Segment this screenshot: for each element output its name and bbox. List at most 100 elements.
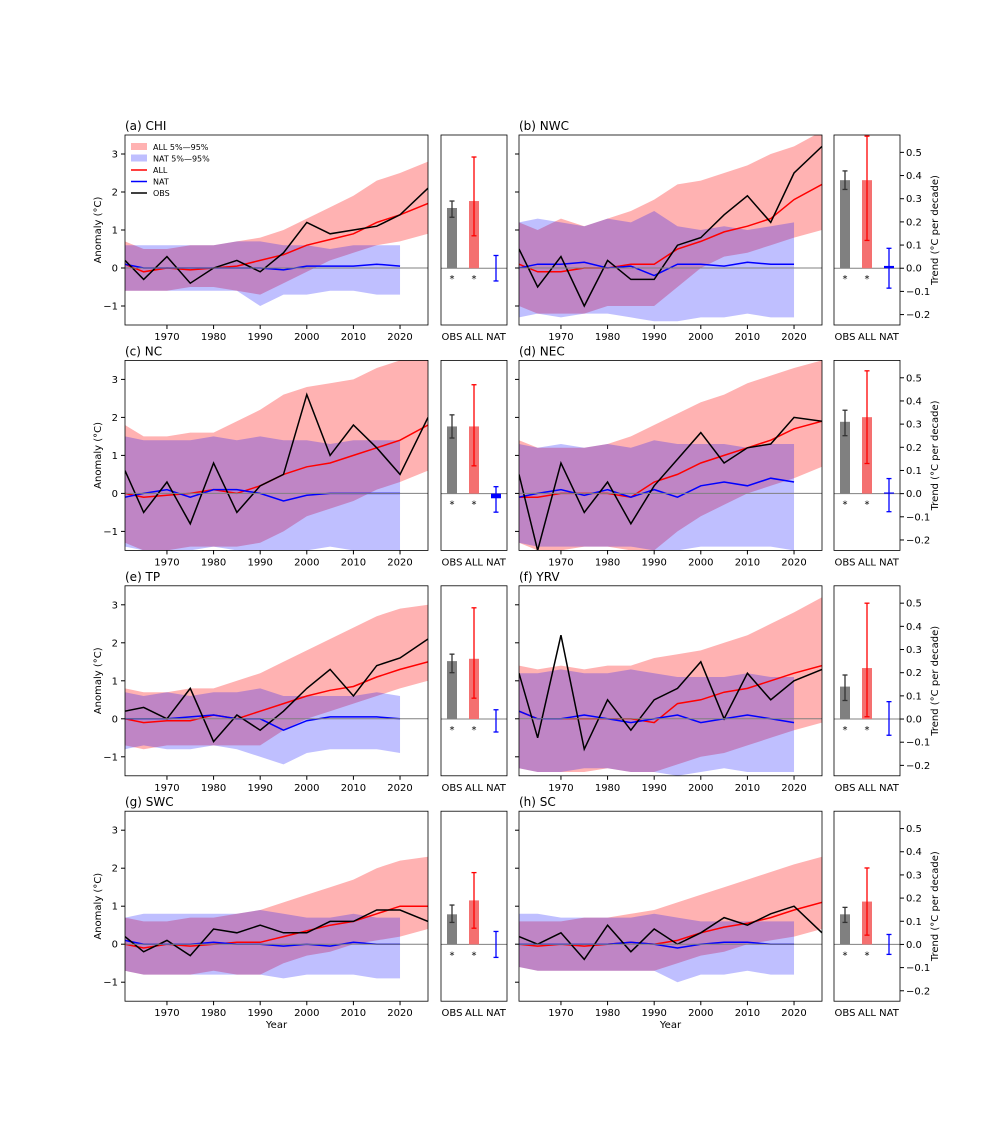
x-tick-label: 2020 (387, 332, 412, 343)
band (519, 669, 795, 776)
error-bar (842, 674, 848, 702)
y-tick-label: −0.1 (906, 512, 930, 523)
y-tick-label: −0.1 (906, 738, 930, 749)
x-tick-label: ALL (465, 1008, 483, 1019)
error-bar (493, 930, 499, 959)
plot-area (125, 604, 428, 765)
panel-title: (h) SC (519, 795, 556, 809)
x-tick-label: 1990 (247, 332, 272, 343)
bar (840, 421, 850, 494)
y-tick-label: 0.1 (906, 241, 922, 252)
series-line (519, 183, 822, 273)
series-line (125, 661, 428, 724)
error-bar (842, 906, 848, 924)
y-axis-label: Anomaly (°C) (93, 647, 104, 714)
panel-title: (g) SWC (125, 795, 174, 809)
error-bar (886, 933, 892, 956)
panel-title: (f) YRV (519, 570, 560, 584)
y-tick-label: 3 (112, 150, 118, 161)
y-tick-label: 0.1 (906, 691, 922, 702)
x-tick-label: 2000 (688, 332, 713, 343)
y-tick-label: 1 (112, 451, 118, 462)
significance-marker: * (450, 500, 455, 511)
x-tick-label: OBS (835, 557, 856, 568)
y-tick-label: −1 (103, 978, 118, 989)
x-tick-label: 1980 (201, 557, 226, 568)
y-tick-label: 3 (112, 826, 118, 837)
error-bar (493, 254, 499, 282)
significance-marker: * (450, 725, 455, 736)
plot-area (519, 135, 822, 322)
x-tick-label: 1980 (595, 332, 620, 343)
x-tick-label: 1970 (154, 1008, 179, 1019)
y-tick-label: 0.2 (906, 443, 922, 454)
x-tick-label: NAT (486, 332, 507, 343)
x-tick-label: 1970 (154, 783, 179, 794)
y-axis-label: Trend (°C per decade) (930, 400, 941, 511)
error-bar (471, 607, 477, 699)
band (125, 241, 401, 306)
axes-frame (833, 359, 901, 551)
axes-frame (440, 585, 508, 777)
x-tick-label: ALL (858, 1008, 876, 1019)
error-bar (886, 701, 892, 736)
x-tick-label: 2020 (387, 557, 412, 568)
y-tick-label: −0.2 (906, 761, 930, 772)
error-bar (886, 477, 892, 513)
x-tick-label: 2010 (735, 1008, 760, 1019)
y-axis-label: Anomaly (°C) (93, 873, 104, 940)
series-line (519, 145, 822, 308)
significance-marker: * (450, 950, 455, 961)
x-tick-label: 1990 (641, 1008, 666, 1019)
x-tick-label: NAT (879, 783, 900, 794)
error-bar (471, 156, 477, 237)
y-tick-label: 2 (112, 638, 118, 649)
y-axis-label: Trend (°C per decade) (930, 175, 941, 286)
y-tick-label: 0.0 (906, 940, 922, 951)
band (125, 688, 401, 765)
x-tick-label: NAT (486, 783, 507, 794)
x-tick-label: OBS (442, 1008, 463, 1019)
x-tick-label: 1980 (201, 1008, 226, 1019)
significance-marker: * (450, 274, 455, 285)
x-tick-label: 2020 (781, 332, 806, 343)
band (519, 360, 822, 551)
band (519, 211, 795, 322)
y-tick-label: 0.3 (906, 645, 922, 656)
series-line (519, 635, 822, 752)
x-tick-label: 1970 (154, 557, 179, 568)
y-tick-label: 1 (112, 902, 118, 913)
x-tick-label: OBS (442, 557, 463, 568)
significance-marker: * (865, 950, 870, 961)
x-tick-label: 1990 (247, 557, 272, 568)
x-tick-label: 2020 (781, 557, 806, 568)
y-tick-label: 0.0 (906, 489, 922, 500)
y-tick-label: 0.4 (906, 847, 922, 858)
bar (840, 686, 850, 720)
x-axis-label: Year (659, 1020, 682, 1031)
x-tick-label: 1980 (201, 332, 226, 343)
y-tick-label: 0.0 (906, 264, 922, 275)
x-tick-label: 2000 (688, 1008, 713, 1019)
error-bar (449, 904, 455, 924)
x-tick-label: ALL (858, 783, 876, 794)
series-line (519, 905, 822, 961)
error-bar (471, 871, 477, 929)
y-tick-label: −1 (103, 752, 118, 763)
y-tick-label: 0.3 (906, 870, 922, 881)
plot-area (125, 161, 428, 306)
y-tick-label: 1 (112, 676, 118, 687)
x-tick-label: 2000 (294, 1008, 319, 1019)
band (519, 135, 822, 314)
x-tick-label: NAT (879, 557, 900, 568)
x-tick-label: 2010 (341, 332, 366, 343)
y-tick-label: 0 (112, 264, 118, 275)
band (519, 913, 795, 983)
significance-marker: * (865, 725, 870, 736)
x-tick-label: 1970 (548, 332, 573, 343)
bar (447, 207, 457, 269)
y-tick-label: 0.0 (906, 715, 922, 726)
x-tick-label: OBS (835, 1008, 856, 1019)
significance-marker: * (843, 500, 848, 511)
significance-marker: * (865, 274, 870, 285)
